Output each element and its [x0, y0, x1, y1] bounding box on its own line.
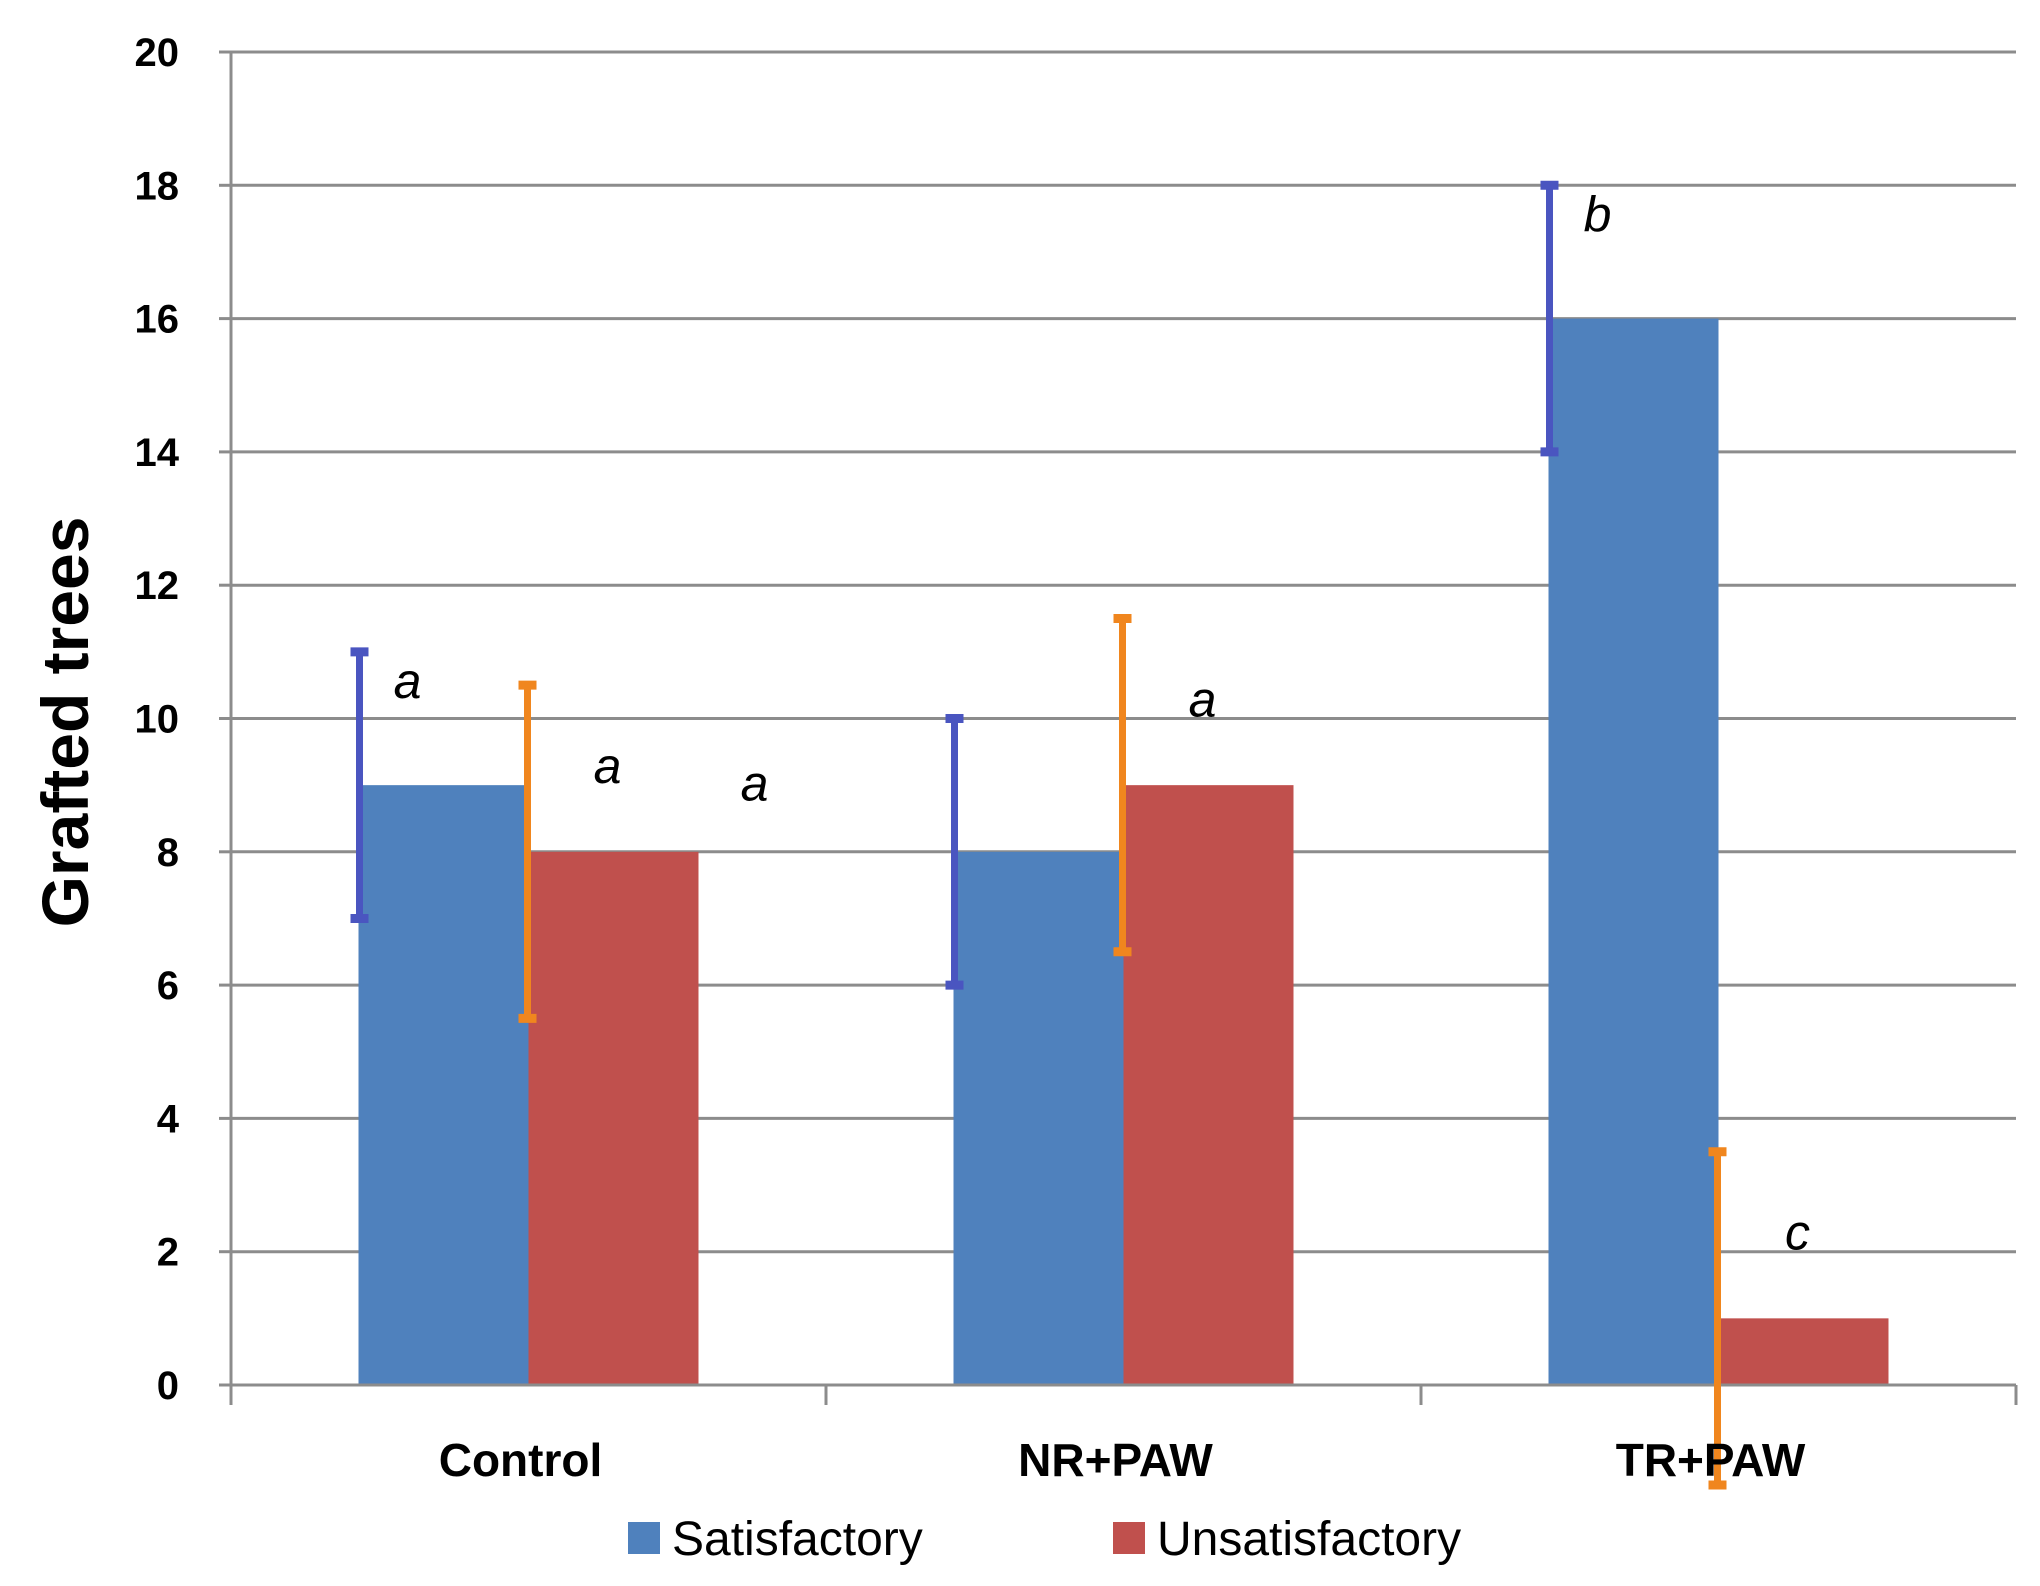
legend-swatch: [628, 1522, 660, 1554]
significance-label: a: [741, 756, 769, 812]
y-tick-label: 14: [135, 431, 180, 475]
bar: [1548, 318, 1719, 1386]
x-category-label: TR+PAW: [1616, 1434, 1806, 1486]
significance-label: a: [394, 653, 422, 709]
error-bars: [350, 180, 1727, 1490]
x-category-label: Control: [439, 1434, 603, 1486]
bar: [1718, 1318, 1889, 1385]
tick-labels: 0 2 4 6 8 10 12 14 16 18 20 Control NR+PAW TR+PAW: [135, 31, 1806, 1486]
y-tick-label: 20: [135, 31, 180, 75]
significance-label: a: [1189, 672, 1217, 728]
significance-label: a: [594, 738, 622, 794]
bars: [358, 318, 1889, 1386]
x-category-label: NR+PAW: [1018, 1434, 1213, 1486]
legend: Satisfactory Unsatisfactory: [628, 1513, 1461, 1566]
y-tick-label: 18: [135, 164, 180, 208]
legend-swatch: [1113, 1522, 1145, 1554]
significance-label: c: [1785, 1205, 1810, 1261]
bar: [528, 851, 699, 1385]
legend-label: Satisfactory: [672, 1513, 923, 1566]
y-axis-label: Grafted trees: [28, 517, 102, 928]
significance-labels: a a a a b c: [394, 186, 1810, 1260]
significance-label: b: [1584, 186, 1612, 242]
y-tick-label: 12: [135, 564, 180, 608]
y-tick-label: 8: [157, 831, 179, 875]
bar: [953, 851, 1124, 1385]
y-tick-label: 0: [157, 1364, 179, 1408]
bar: [358, 785, 529, 1385]
y-tick-label: 4: [157, 1097, 180, 1141]
y-tick-label: 16: [135, 298, 180, 342]
bar: [1123, 785, 1294, 1385]
legend-label: Unsatisfactory: [1157, 1513, 1461, 1566]
y-tick-label: 6: [157, 964, 179, 1008]
y-tick-label: 10: [135, 698, 180, 742]
y-tick-label: 2: [157, 1231, 179, 1275]
